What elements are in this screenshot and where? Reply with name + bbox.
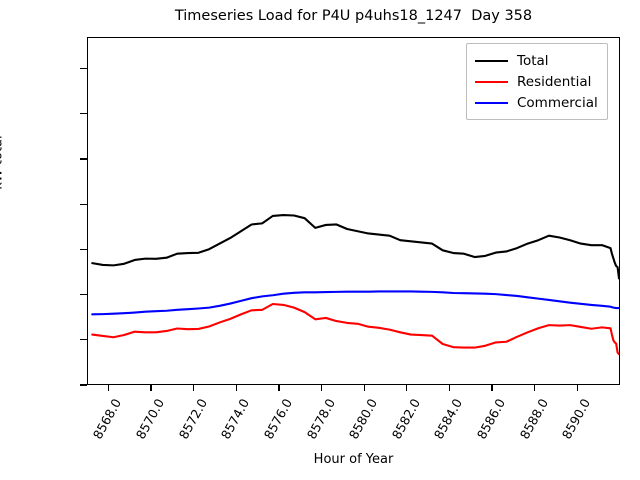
y-tick-mark xyxy=(80,248,87,251)
x-tick-label: 8570.0 xyxy=(132,396,168,442)
x-tick-mark xyxy=(534,384,536,391)
x-tick-mark xyxy=(192,384,195,391)
x-tick-mark xyxy=(235,384,237,391)
x-tick-label: 8584.0 xyxy=(431,396,466,442)
x-tick-mark xyxy=(150,384,152,391)
legend-item-total: Total xyxy=(475,50,598,71)
y-tick-mark xyxy=(80,67,87,70)
y-tick-mark xyxy=(80,203,87,205)
x-tick-mark xyxy=(406,384,408,391)
x-tick-label: 8576.0 xyxy=(260,396,295,442)
x-tick-mark xyxy=(278,384,280,391)
y-axis-label: kW total xyxy=(0,135,6,190)
y-tick-mark xyxy=(80,293,87,296)
x-tick-mark xyxy=(448,384,451,391)
x-tick-label: 8574.0 xyxy=(218,396,253,442)
x-tick-label: 8588.0 xyxy=(516,396,551,442)
x-axis-label: Hour of Year xyxy=(313,452,394,467)
series-line-total xyxy=(92,215,619,278)
x-tick-label: 8572.0 xyxy=(175,396,210,442)
y-tick-mark xyxy=(80,384,87,386)
series-line-residential xyxy=(92,304,619,354)
x-tick-label: 8568.0 xyxy=(90,396,125,442)
y-tick-mark xyxy=(80,158,87,160)
legend-label-commercial: Commercial xyxy=(517,94,598,111)
series-line-commercial xyxy=(92,291,619,314)
x-tick-mark xyxy=(320,384,323,391)
y-tick-mark xyxy=(80,113,87,115)
x-tick-mark xyxy=(363,384,365,391)
x-tick-label: 8590.0 xyxy=(559,396,594,442)
x-tick-label: 8580.0 xyxy=(345,396,381,442)
chart-legend: Total Residential Commercial xyxy=(466,43,608,120)
legend-swatch-commercial xyxy=(475,101,508,104)
x-tick-label: 8582.0 xyxy=(388,396,423,442)
x-tick-mark xyxy=(491,384,493,391)
series-lines xyxy=(88,38,619,384)
legend-swatch-residential xyxy=(475,80,508,83)
legend-label-total: Total xyxy=(517,52,549,69)
legend-item-commercial: Commercial xyxy=(475,92,598,113)
x-tick-label: 8586.0 xyxy=(473,396,509,442)
x-tick-mark xyxy=(107,384,109,391)
legend-item-residential: Residential xyxy=(475,71,598,92)
legend-swatch-total xyxy=(475,59,508,62)
x-tick-label: 8578.0 xyxy=(303,396,338,442)
legend-label-residential: Residential xyxy=(517,73,592,90)
x-tick-mark xyxy=(576,384,578,391)
y-tick-mark xyxy=(80,339,87,341)
chart-title: Timeseries Load for P4U p4uhs18_1247 Day… xyxy=(174,8,533,24)
